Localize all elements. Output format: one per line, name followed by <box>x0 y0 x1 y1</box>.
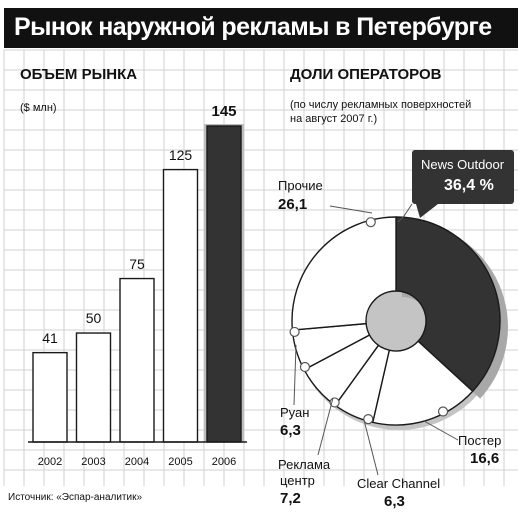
slice-value: 36,4 % <box>444 177 494 194</box>
leader-line <box>293 344 297 406</box>
bar-category-label: 2004 <box>124 456 150 468</box>
slice-marker <box>437 406 449 417</box>
slice-name: Прочие <box>278 178 323 193</box>
slice-marker <box>289 326 300 338</box>
leader-line <box>397 203 413 223</box>
bar-value-label: 41 <box>42 329 58 346</box>
title-bar <box>4 8 518 48</box>
slice-name-line2: центр <box>280 473 315 488</box>
slice-marker <box>365 217 376 228</box>
pie-chart-subtitle-line2: на август 2007 г.) <box>290 113 378 125</box>
bar-category-label: 2002 <box>37 456 63 468</box>
page-title: Рынок наружной рекламы в Петербурге <box>14 13 492 41</box>
callout-pointer <box>416 204 438 218</box>
pie-chart-title: ДОЛИ ОПЕРАТОРОВ <box>290 66 442 83</box>
bar-2003 <box>75 332 112 443</box>
slice-name-line1: Реклама <box>278 457 331 472</box>
slice-value: 26,1 <box>278 196 308 213</box>
bar-category-label: 2005 <box>168 456 193 468</box>
bar-2005 <box>162 168 199 443</box>
bar-2004 <box>119 277 155 443</box>
slice-name: Руан <box>280 405 310 420</box>
slice-name: Clear Channel <box>357 476 441 491</box>
leader-line <box>317 397 334 456</box>
bar-2002 <box>32 351 68 443</box>
slice-value: 6,3 <box>280 422 301 439</box>
donut-chart <box>289 203 509 476</box>
slice-label-news-outdoor: News Outdoor 36,4 % <box>412 150 514 204</box>
leader-line <box>423 420 459 441</box>
slice-Постер <box>372 340 474 426</box>
bar-2006 <box>206 125 242 443</box>
slice-name: Постер <box>458 433 502 448</box>
pie-chart-subtitle-line1: (по числу рекламных поверхностей <box>290 99 472 111</box>
leader-line <box>363 419 379 476</box>
slice-marker <box>363 414 374 425</box>
bar-value-label: 50 <box>85 310 102 327</box>
slice-value: 6,3 <box>384 493 405 510</box>
bar-category-label: 2006 <box>211 456 237 468</box>
bar-chart-title: ОБЪЕМ РЫНКА <box>20 66 138 83</box>
bar-value-label: 125 <box>168 146 193 163</box>
slice-value: 16,6 <box>470 450 500 467</box>
bar-value-label: 145 <box>211 103 237 120</box>
slice-marker <box>299 361 311 373</box>
slice-name: News Outdoor <box>421 157 505 172</box>
slice-value: 7,2 <box>280 490 301 507</box>
slice-News Outdoor <box>395 216 501 392</box>
leader-line <box>329 205 373 214</box>
bar-value-label: 75 <box>129 255 145 272</box>
bar-chart <box>28 124 247 443</box>
bar-chart-unit: ($ млн) <box>20 102 57 114</box>
bar-category-label: 2003 <box>81 456 106 468</box>
source-note: Источник: «Эспар-аналитик» <box>8 492 143 503</box>
